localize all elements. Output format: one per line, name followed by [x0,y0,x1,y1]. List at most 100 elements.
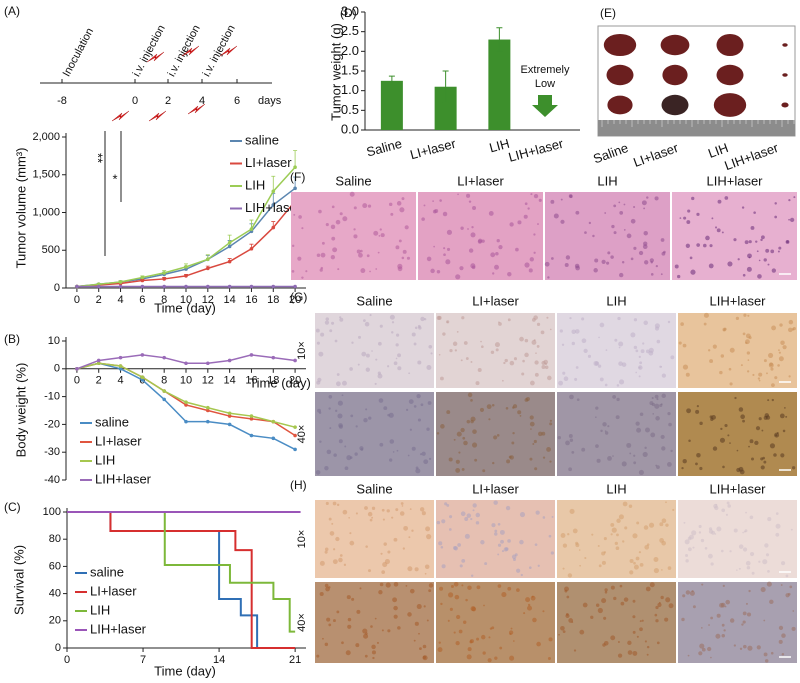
micrograph-texture [711,530,716,535]
micrograph-texture [322,637,324,640]
data-point [184,400,188,404]
micrograph-texture [365,367,370,372]
micrograph-texture [594,258,599,263]
y-tick-label: 20 [49,615,61,627]
micrograph-texture [517,410,522,415]
micrograph-texture [603,537,607,541]
legend-label: LI+laser [95,433,142,448]
micrograph-texture [746,351,751,355]
micrograph-texture [661,540,666,546]
micrograph-texture [529,257,534,262]
micrograph-texture [364,654,368,658]
x-tick-label: 0 [74,294,80,306]
micrograph-texture [509,455,514,460]
micrograph-texture [661,446,666,451]
micrograph-texture [324,642,329,647]
micrograph-texture [320,332,325,337]
micrograph-texture [477,367,482,372]
micrograph-texture [775,523,781,529]
micrograph-texture [767,263,770,266]
micrograph-texture [561,343,565,346]
micrograph-texture [717,199,722,204]
micrograph-texture [409,588,415,594]
micrograph-texture [633,454,636,457]
micrograph-texture [569,317,572,320]
micrograph-texture [379,324,383,328]
micrograph-texture [604,591,608,594]
micrograph-texture [650,432,656,438]
micrograph-texture [750,226,755,230]
micrograph-texture [411,446,416,451]
micrograph-texture [792,610,795,612]
micrograph-texture [349,532,352,535]
micrograph-texture [456,431,462,437]
micrograph-texture [378,234,381,237]
column-header: LI+laser [457,173,504,188]
micrograph-texture [395,508,399,512]
micrograph-texture [397,263,403,269]
micrograph-texture [724,423,728,428]
micrograph-texture [695,409,700,414]
micrograph-texture [538,198,542,202]
micrograph-texture [342,216,348,222]
micrograph-texture [455,468,461,473]
micrograph-texture [638,375,641,378]
micrograph-texture [358,252,363,258]
micrograph-texture [494,532,498,536]
y-tick-label: 1,000 [32,206,60,218]
micrograph-texture [699,466,703,471]
micrograph-texture [456,331,459,333]
micrograph-texture [687,209,691,213]
micrograph-texture [755,240,758,243]
micrograph-texture [333,619,336,623]
micrograph-texture [739,647,743,651]
micrograph-texture [567,533,570,536]
micrograph-texture [398,239,402,243]
tumor [782,43,788,47]
micrograph-texture [633,246,637,250]
annotation: Extremely [521,64,570,76]
micrograph-texture [748,256,751,259]
data-point [271,436,276,441]
micrograph-texture [583,348,588,354]
micrograph-texture [624,526,628,530]
micrograph-texture [446,247,451,251]
micrograph-texture [540,330,545,335]
micrograph-texture [745,511,747,514]
micrograph-texture [359,446,364,451]
micrograph-texture [525,597,531,603]
micrograph-texture [723,327,727,331]
micrograph-texture [766,581,772,587]
micrograph-texture [757,274,762,279]
micrograph-texture [346,595,351,600]
micrograph-texture [337,400,343,406]
micrograph-texture [349,367,353,371]
micrograph-texture [315,470,321,475]
micrograph-texture [436,520,441,525]
micrograph-texture [464,517,469,521]
micrograph-texture [419,507,425,512]
micrograph-texture [749,439,754,444]
micrograph-texture [527,603,531,607]
data-point [293,284,297,289]
micrograph-texture [632,650,638,656]
micrograph-texture [581,317,585,321]
micrograph-texture [700,627,703,629]
column-header: LI+laser [472,481,519,496]
micrograph-texture [712,446,718,451]
micrograph-texture [607,455,612,461]
micrograph-texture [362,628,368,634]
micrograph-texture [595,416,597,419]
micrograph-texture [318,351,324,357]
micrograph-texture [530,193,533,196]
micrograph-texture [316,341,320,345]
micrograph-texture [378,590,383,595]
micrograph-texture [453,581,459,587]
legend-label: LIH+laser [95,471,152,486]
x-tick-label: 14 [224,375,236,387]
micrograph-texture [442,332,446,336]
micrograph-texture [744,529,748,533]
micrograph-texture [369,314,372,317]
micrograph-texture [480,340,482,343]
micrograph-texture [470,361,473,363]
